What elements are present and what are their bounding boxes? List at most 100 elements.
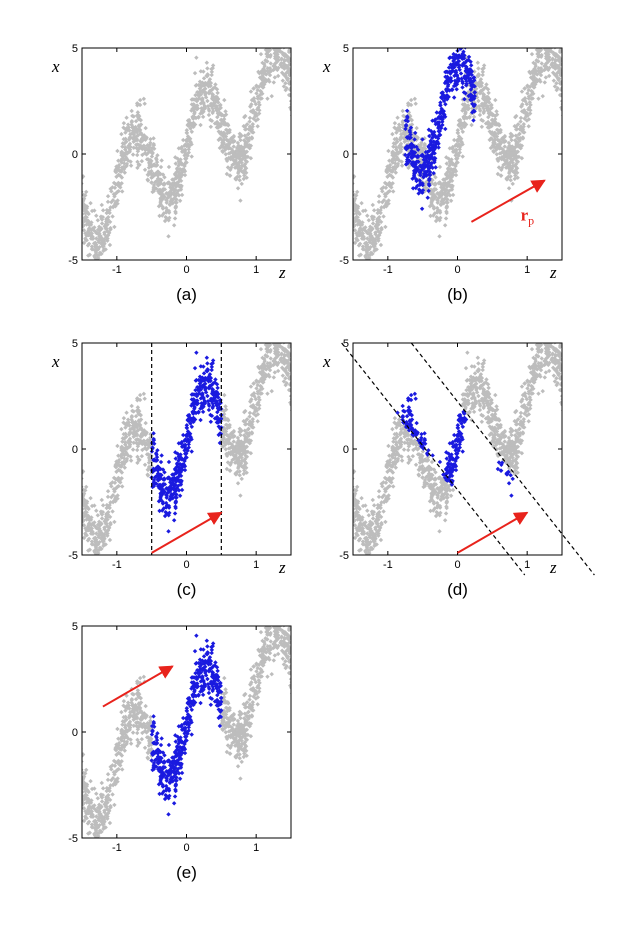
highlight-point: [420, 190, 425, 195]
x-tick-label: -1: [383, 264, 393, 276]
highlight-point: [161, 482, 166, 487]
background-point: [82, 493, 86, 499]
background-point: [258, 96, 263, 101]
highlight-point: [213, 389, 219, 395]
background-point: [231, 152, 237, 157]
background-point: [531, 78, 537, 83]
background-point: [487, 121, 493, 127]
background-point: [457, 144, 463, 150]
background-point: [562, 91, 566, 95]
background-point: [89, 560, 93, 564]
background-point: [129, 122, 134, 127]
background-point: [89, 265, 93, 269]
background-point: [504, 177, 510, 182]
background-point: [292, 97, 296, 101]
background-point: [238, 153, 243, 159]
background-point: [406, 101, 411, 106]
highlight-point: [177, 465, 182, 471]
background-point: [203, 90, 208, 96]
background-point: [223, 109, 228, 114]
background-point: [251, 425, 256, 430]
background-point: [376, 199, 382, 205]
background-point: [225, 131, 230, 136]
highlight-point: [178, 462, 183, 467]
background-point: [267, 72, 273, 78]
background-point: [122, 456, 127, 461]
background-point: [504, 160, 510, 166]
background-point: [212, 101, 217, 107]
background-point: [390, 131, 395, 137]
background-point: [487, 111, 492, 116]
highlight-point: [451, 83, 457, 89]
background-point: [242, 133, 248, 138]
background-point: [399, 159, 404, 164]
background-point: [116, 165, 121, 170]
background-point: [355, 237, 360, 243]
background-point: [116, 172, 121, 177]
background-point: [344, 178, 348, 182]
background-point: [135, 428, 141, 433]
background-point: [563, 87, 567, 91]
background-point: [228, 462, 233, 468]
background-point: [74, 473, 78, 477]
background-point: [506, 140, 512, 146]
background-point: [116, 158, 121, 163]
background-point: [374, 247, 379, 252]
background-point: [495, 156, 500, 162]
background-point: [547, 16, 551, 20]
background-point: [111, 475, 117, 481]
background-point: [73, 473, 77, 477]
highlight-point: [449, 78, 454, 83]
background-point: [220, 112, 225, 118]
background-point: [75, 180, 79, 184]
background-point: [376, 194, 382, 199]
background-point: [276, 65, 281, 71]
background-point: [353, 240, 358, 246]
background-point: [513, 133, 519, 138]
background-point: [151, 143, 157, 148]
background-point: [86, 506, 91, 512]
background-point: [353, 198, 357, 204]
background-point: [373, 224, 378, 229]
background-point: [494, 134, 500, 139]
background-point: [543, 75, 549, 80]
background-point: [206, 108, 212, 113]
highlight-point: [176, 488, 182, 493]
background-point: [345, 183, 349, 187]
background-point: [366, 227, 372, 232]
background-point: [554, 38, 558, 42]
background-point: [273, 48, 279, 54]
background-point: [526, 87, 531, 93]
background-point: [283, 71, 288, 77]
background-point: [227, 173, 233, 178]
background-point: [508, 178, 513, 183]
background-point: [164, 200, 169, 205]
background-point: [273, 343, 279, 349]
background-point: [270, 48, 271, 49]
background-point: [189, 108, 194, 113]
background-point: [137, 457, 142, 463]
background-point: [247, 146, 252, 151]
background-point: [498, 145, 503, 151]
background-point: [456, 137, 461, 142]
background-point: [178, 167, 183, 172]
background-point: [272, 334, 276, 338]
background-point: [366, 218, 372, 223]
background-point: [115, 443, 120, 449]
background-point: [518, 119, 523, 124]
background-point: [96, 533, 101, 538]
background-point: [286, 361, 291, 366]
background-point: [86, 536, 92, 541]
background-point: [248, 384, 254, 389]
background-point: [454, 142, 459, 147]
background-point: [223, 134, 229, 139]
background-point: [121, 431, 126, 437]
highlight-point: [464, 38, 468, 42]
highlight-point: [436, 145, 441, 150]
background-point: [383, 224, 388, 230]
background-point: [127, 444, 132, 449]
background-point: [82, 198, 86, 204]
background-point: [506, 170, 512, 176]
background-point: [201, 76, 207, 81]
background-point: [292, 392, 296, 396]
